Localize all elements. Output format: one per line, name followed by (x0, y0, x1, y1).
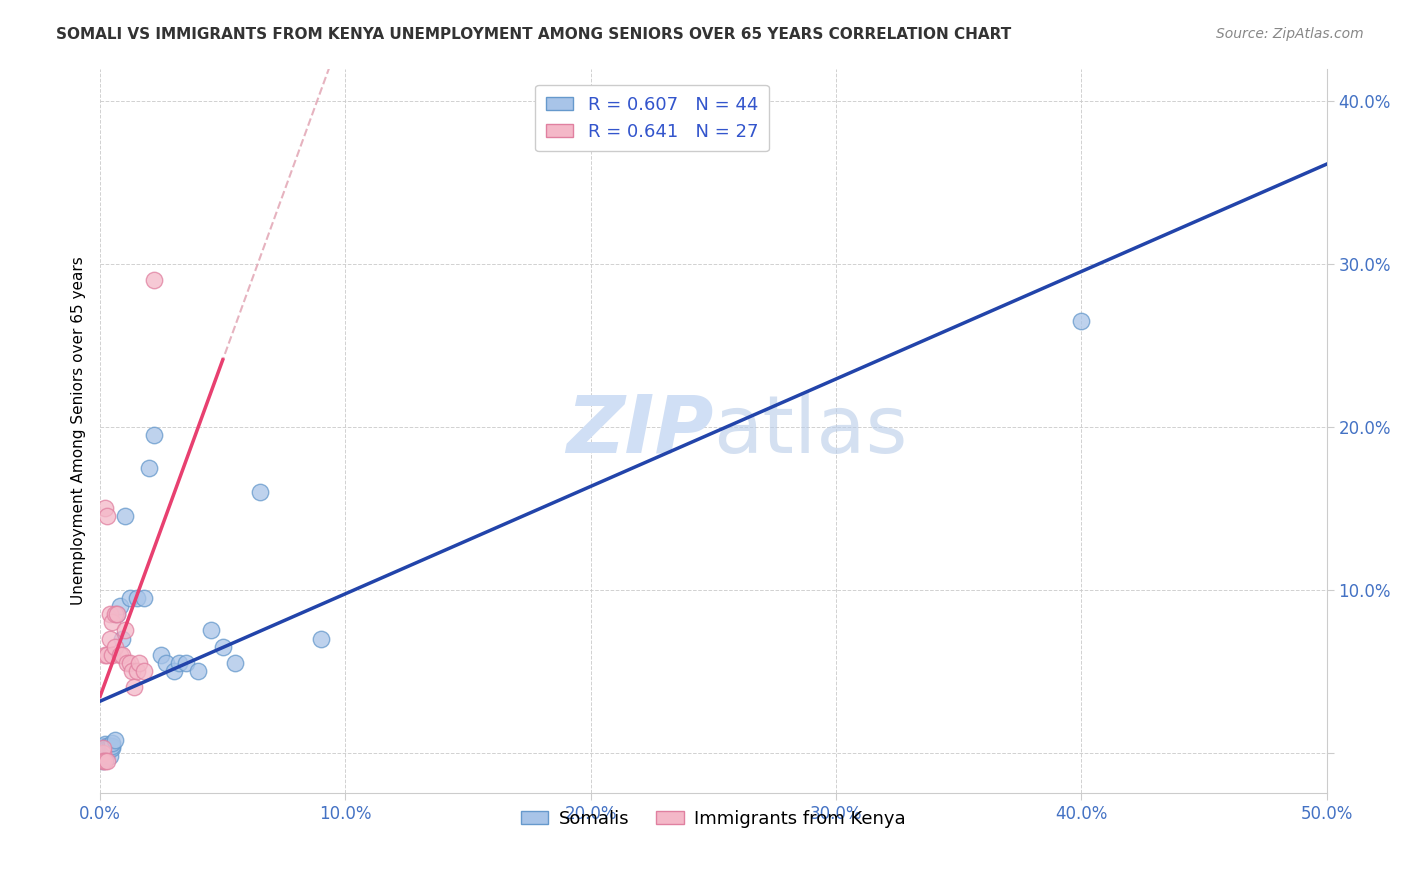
Point (105, 607, 128, 622)
Point (98, 742, 121, 756)
Point (96, 739, 118, 753)
Point (104, 732, 127, 747)
Point (108, 648, 131, 662)
Point (96, 648, 118, 662)
Point (98, 748, 121, 763)
Y-axis label: Unemployment Among Seniors over 65 years: Unemployment Among Seniors over 65 years (72, 257, 86, 606)
Point (167, 656, 190, 670)
Point (134, 664, 156, 678)
Point (91, 740, 114, 755)
Point (101, 740, 124, 755)
Point (121, 664, 143, 678)
Point (138, 460, 160, 475)
Text: ZIP: ZIP (567, 392, 713, 470)
Point (174, 656, 197, 670)
Point (125, 664, 148, 678)
Point (91, 754, 114, 768)
Point (91, 746, 114, 760)
Point (94, 744, 117, 758)
Point (143, 428, 166, 442)
Point (155, 656, 177, 670)
Point (91, 742, 114, 756)
Point (101, 615, 124, 630)
Point (111, 648, 134, 662)
Point (187, 664, 209, 678)
Point (200, 624, 222, 638)
Point (96, 742, 118, 756)
Point (114, 624, 136, 638)
Text: atlas: atlas (713, 392, 908, 470)
Point (91, 740, 114, 755)
Point (118, 591, 141, 605)
Point (114, 509, 136, 524)
Point (104, 607, 127, 622)
Point (163, 664, 186, 678)
Text: Source: ZipAtlas.com: Source: ZipAtlas.com (1216, 27, 1364, 41)
Point (94, 750, 117, 764)
Point (101, 736, 124, 750)
Point (98, 632, 121, 646)
Point (111, 632, 134, 646)
Point (105, 607, 128, 622)
Point (118, 656, 141, 670)
Point (96, 509, 118, 524)
Point (125, 591, 148, 605)
Point (96, 747, 118, 762)
Point (101, 739, 124, 753)
Point (98, 607, 121, 622)
Point (309, 632, 332, 646)
Point (211, 640, 233, 654)
Point (96, 740, 118, 755)
Point (224, 656, 246, 670)
Point (108, 599, 131, 613)
Point (94, 738, 117, 752)
Point (150, 648, 173, 662)
Point (98, 739, 121, 753)
Point (128, 656, 150, 670)
Point (104, 640, 127, 654)
Point (94, 740, 117, 755)
Point (101, 648, 124, 662)
Point (96, 754, 118, 768)
Legend: Somalis, Immigrants from Kenya: Somalis, Immigrants from Kenya (513, 803, 914, 835)
Point (91, 739, 114, 753)
Point (124, 681, 146, 695)
Point (1070, 314, 1092, 328)
Text: SOMALI VS IMMIGRANTS FROM KENYA UNEMPLOYMENT AMONG SENIORS OVER 65 YEARS CORRELA: SOMALI VS IMMIGRANTS FROM KENYA UNEMPLOY… (56, 27, 1011, 42)
Point (94, 748, 117, 763)
Point (91, 754, 114, 768)
Point (94, 744, 117, 758)
Point (143, 273, 166, 287)
Point (94, 754, 117, 768)
Point (96, 746, 118, 760)
Point (115, 656, 138, 670)
Point (134, 591, 156, 605)
Point (91, 746, 114, 760)
Point (94, 648, 117, 662)
Point (249, 485, 271, 500)
Point (94, 501, 117, 516)
